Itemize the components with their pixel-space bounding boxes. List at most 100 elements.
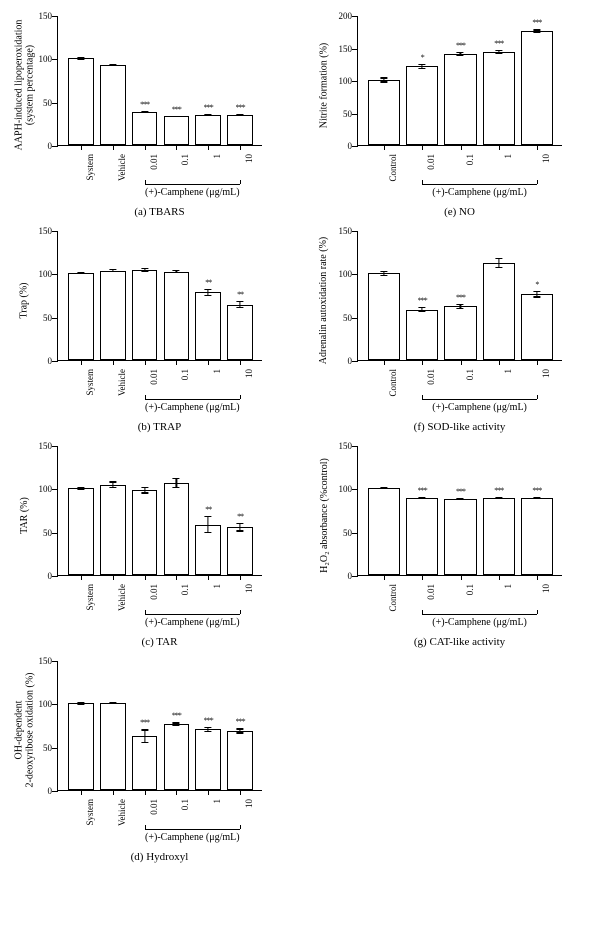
- significance-marker: **: [193, 278, 223, 287]
- bar: ***: [444, 15, 476, 145]
- x-tick-label: System: [85, 369, 95, 409]
- significance-marker: ***: [161, 711, 191, 720]
- significance-marker: ***: [193, 103, 223, 112]
- y-tick-label: 100: [330, 76, 352, 86]
- x-tick-label: Control: [388, 369, 398, 409]
- bar: [100, 660, 126, 790]
- y-tick-label: 0: [30, 141, 52, 151]
- chart-area: 050100150Control***0.01***0.11*10(+)-Cam…: [357, 231, 562, 361]
- bar: ***: [521, 445, 553, 575]
- y-axis-label: TAR (%): [17, 450, 31, 580]
- significance-marker: ***: [225, 717, 255, 726]
- y-tick-label: 100: [30, 484, 52, 494]
- x-tick-label: System: [85, 584, 95, 624]
- bar: **: [195, 445, 221, 575]
- panel-subtitle: (e) NO: [357, 206, 562, 218]
- bar: [132, 445, 158, 575]
- bar: ***: [483, 445, 515, 575]
- y-axis-label: H₂O₂ absorbance (%control): [317, 450, 331, 580]
- panel-g: H₂O₂ absorbance (%control) 050100150Contr…: [315, 440, 600, 650]
- significance-marker: ***: [445, 487, 475, 496]
- significance-marker: ***: [130, 100, 160, 109]
- significance-marker: ***: [407, 296, 437, 305]
- chart-area: 050100150SystemVehicle***0.01***0.1***1*…: [57, 16, 262, 146]
- y-tick-label: 150: [30, 441, 52, 451]
- y-tick-label: 0: [330, 571, 352, 581]
- significance-marker: ***: [522, 486, 552, 495]
- y-tick-label: 100: [330, 269, 352, 279]
- bar: *: [406, 15, 438, 145]
- panel-subtitle: (a) TBARS: [57, 206, 262, 218]
- bar: ***: [406, 445, 438, 575]
- bar: [68, 660, 94, 790]
- bar: **: [227, 445, 253, 575]
- y-tick-label: 100: [30, 54, 52, 64]
- bar: ***: [521, 15, 553, 145]
- significance-marker: ***: [130, 718, 160, 727]
- y-tick-label: 50: [30, 743, 52, 753]
- panel-subtitle: (g) CAT-like activity: [357, 636, 562, 648]
- x-axis-title: (+)-Camphene (μg/mL): [400, 402, 560, 413]
- panel-e: Nitrite formation (%)050100150200Control…: [315, 10, 600, 220]
- y-axis-label: Nitrite formation (%): [317, 20, 331, 150]
- panel-subtitle: (b) TRAP: [57, 421, 262, 433]
- y-tick-label: 100: [30, 269, 52, 279]
- bar: *: [521, 230, 553, 360]
- bar: ***: [164, 15, 190, 145]
- bar: ***: [444, 445, 476, 575]
- bar: [368, 230, 400, 360]
- y-tick-label: 150: [330, 441, 352, 451]
- panel-a: AAPH-induced lipoperoxidation(system per…: [15, 10, 305, 220]
- x-tick-label: Control: [388, 584, 398, 624]
- panel-c: TAR (%) 050100150SystemVehicle0.010.1**1*…: [15, 440, 305, 650]
- bar: [164, 230, 190, 360]
- bar: ***: [132, 660, 158, 790]
- bar: [68, 230, 94, 360]
- bar: [100, 445, 126, 575]
- panel-b: Trap (%)050100150SystemVehicle0.010.1**1…: [15, 225, 305, 435]
- y-tick-label: 50: [330, 528, 352, 538]
- x-axis-title: (+)-Camphene (μg/mL): [400, 617, 560, 628]
- bar: [132, 230, 158, 360]
- bar: [100, 15, 126, 145]
- significance-marker: **: [225, 512, 255, 521]
- y-tick-label: 0: [30, 786, 52, 796]
- x-axis-title: (+)-Camphene (μg/mL): [112, 187, 272, 198]
- bar: **: [227, 230, 253, 360]
- bar: [368, 15, 400, 145]
- bar: ***: [195, 15, 221, 145]
- significance-marker: ***: [484, 486, 514, 495]
- x-axis-title: (+)-Camphene (μg/mL): [112, 832, 272, 843]
- x-axis-title: (+)-Camphene (μg/mL): [400, 187, 560, 198]
- y-tick-label: 50: [30, 98, 52, 108]
- panel-d: OH-dependent2-deoxyribose oxidation (%)0…: [15, 655, 305, 865]
- x-tick-label: Control: [388, 154, 398, 194]
- y-tick-label: 200: [330, 11, 352, 21]
- bar: ***: [164, 660, 190, 790]
- significance-marker: ***: [407, 486, 437, 495]
- chart-area: 050100150Control***0.01***0.1***1***10(+…: [357, 446, 562, 576]
- y-tick-label: 50: [330, 109, 352, 119]
- panel-subtitle: (f) SOD-like activity: [357, 421, 562, 433]
- x-tick-label: System: [85, 154, 95, 194]
- bar: ***: [483, 15, 515, 145]
- panel-f: Adrenalin autoxidation rate (%)050100150…: [315, 225, 600, 435]
- significance-marker: **: [225, 290, 255, 299]
- bar: ***: [227, 660, 253, 790]
- bar: [483, 230, 515, 360]
- y-tick-label: 150: [330, 226, 352, 236]
- x-tick-label: System: [85, 799, 95, 839]
- significance-marker: ***: [484, 39, 514, 48]
- significance-marker: ***: [225, 103, 255, 112]
- bar: [164, 445, 190, 575]
- y-axis-label: OH-dependent2-deoxyribose oxidation (%): [17, 665, 31, 795]
- significance-marker: ***: [445, 293, 475, 302]
- chart-area: 050100150SystemVehicle0.010.1**1**10(+)-…: [57, 446, 262, 576]
- significance-marker: *: [522, 280, 552, 289]
- x-axis-title: (+)-Camphene (μg/mL): [112, 402, 272, 413]
- significance-marker: ***: [522, 18, 552, 27]
- y-tick-label: 50: [330, 313, 352, 323]
- bar: ***: [406, 230, 438, 360]
- y-axis-label: AAPH-induced lipoperoxidation(system per…: [17, 20, 31, 150]
- bar: ***: [227, 15, 253, 145]
